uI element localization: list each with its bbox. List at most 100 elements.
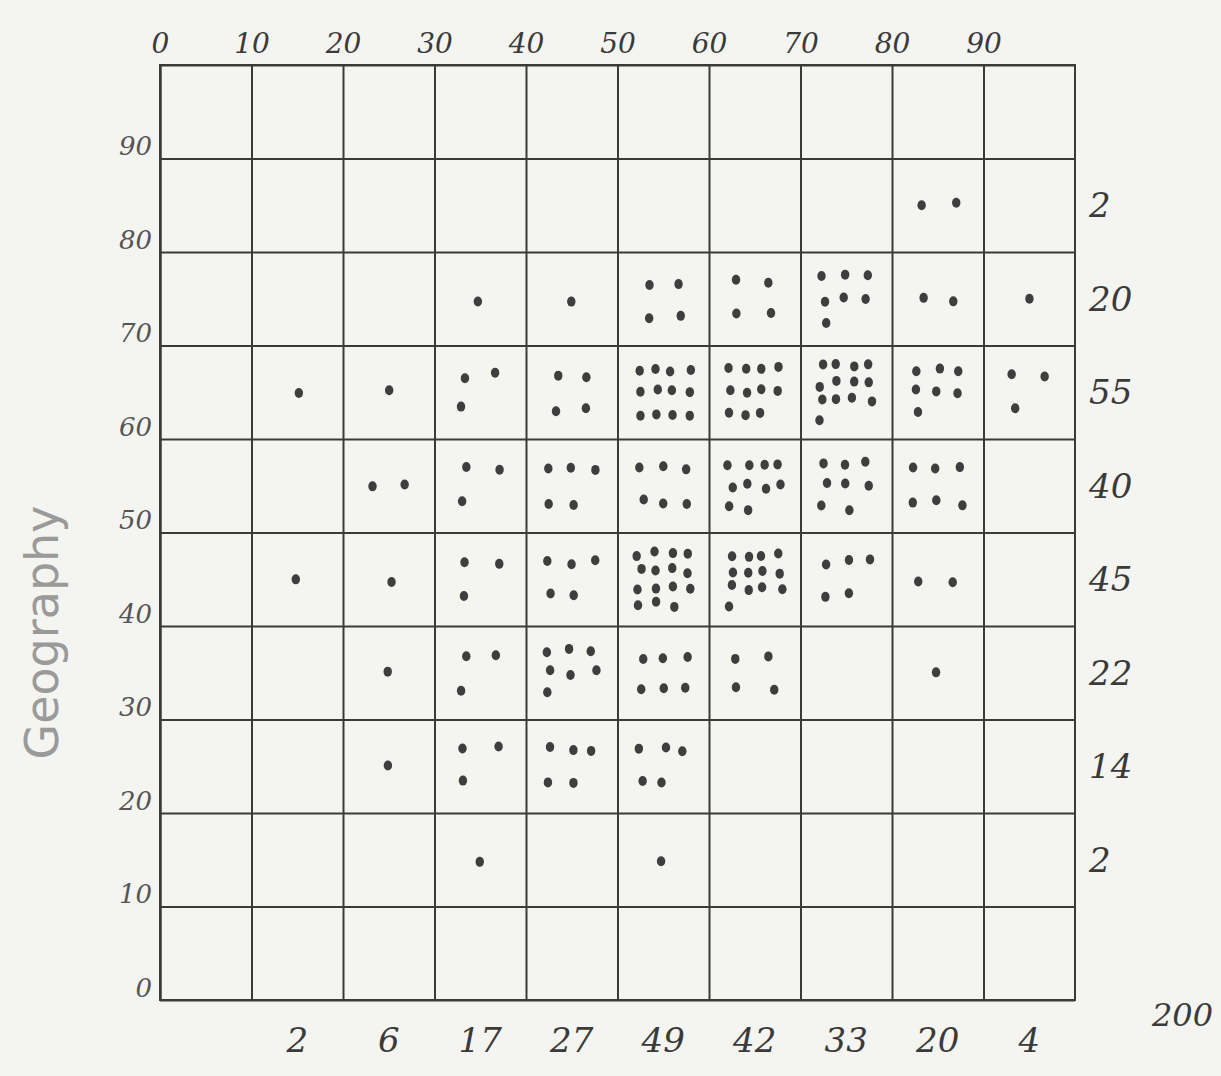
- dot: [822, 318, 830, 328]
- dot: [668, 563, 676, 573]
- dot: [567, 297, 575, 307]
- dot: [778, 584, 786, 594]
- dot: [637, 684, 645, 694]
- y-tick-label: 30: [119, 692, 152, 722]
- dot: [776, 479, 784, 489]
- dot: [832, 376, 840, 386]
- x-tick: 90: [966, 27, 1002, 1000]
- dot: [652, 409, 660, 419]
- dot: [461, 373, 469, 383]
- dot: [387, 577, 395, 587]
- dot: [640, 495, 648, 505]
- chart: 0102030405060708090010203040506070809021…: [0, 0, 1221, 1076]
- dot: [659, 499, 667, 509]
- dot: [474, 297, 482, 307]
- x-tick-label: 60: [692, 27, 728, 60]
- column-total: 2: [285, 1020, 308, 1060]
- x-tick: 20: [325, 27, 362, 1000]
- y-grid-line: [160, 813, 1075, 815]
- dot: [819, 359, 827, 369]
- dot: [495, 465, 503, 475]
- y-tick-label: 40: [118, 599, 152, 629]
- dot: [569, 500, 577, 510]
- y-tick-label: 20: [118, 786, 152, 816]
- dot: [726, 385, 734, 395]
- column-total: 6: [378, 1020, 400, 1060]
- dot: [861, 457, 869, 467]
- dot: [841, 270, 849, 280]
- dot: [775, 569, 783, 579]
- dot: [492, 650, 500, 660]
- dot: [1040, 372, 1048, 382]
- row-total: 22: [1088, 653, 1132, 693]
- x-tick-label: 0: [152, 27, 170, 60]
- dot: [659, 653, 667, 663]
- dot: [729, 567, 737, 577]
- dot: [458, 496, 466, 506]
- x-tick: 50: [600, 27, 636, 1000]
- dot: [546, 665, 554, 675]
- dot: [567, 463, 575, 473]
- dot: [683, 652, 691, 662]
- y-grid-line: [160, 345, 1075, 347]
- dot: [546, 742, 554, 752]
- dot: [864, 270, 872, 280]
- dot: [949, 296, 957, 306]
- x-tick-label: 20: [325, 27, 362, 60]
- dot: [958, 500, 966, 510]
- dot: [952, 198, 960, 208]
- dot: [732, 275, 740, 285]
- y-tick-label: 60: [119, 412, 152, 442]
- dot: [758, 566, 766, 576]
- y-tick: 10: [119, 879, 1075, 909]
- dot: [554, 371, 562, 381]
- dot: [384, 667, 392, 677]
- dot: [687, 365, 695, 375]
- dot: [591, 555, 599, 565]
- y-tick-label: 10: [119, 879, 152, 909]
- dot: [457, 686, 465, 696]
- row-total: 55: [1089, 372, 1132, 412]
- dot: [495, 559, 503, 569]
- column-total: 33: [825, 1020, 868, 1060]
- dot: [543, 647, 551, 657]
- dot: [668, 385, 676, 395]
- dot: [400, 479, 408, 489]
- dot: [637, 564, 645, 574]
- dot: [384, 761, 392, 771]
- y-grid-line: [160, 532, 1075, 534]
- dot: [662, 743, 670, 753]
- dot: [666, 366, 674, 376]
- row-total: 40: [1088, 466, 1132, 506]
- dot: [909, 498, 917, 508]
- dot: [818, 395, 826, 405]
- dot: [932, 667, 940, 677]
- y-axis: 0102030405060708090: [118, 66, 1075, 1003]
- dot: [757, 551, 765, 561]
- dot: [632, 551, 640, 561]
- dot: [912, 385, 920, 395]
- dot: [569, 778, 577, 788]
- dot: [745, 552, 753, 562]
- dot: [764, 278, 772, 288]
- dot: [743, 479, 751, 489]
- y-grid-line: [160, 626, 1075, 628]
- dot: [639, 654, 647, 664]
- dot: [668, 410, 676, 420]
- dot: [686, 411, 694, 421]
- dot: [832, 359, 840, 369]
- x-tick-label: 10: [234, 27, 270, 60]
- dot: [757, 364, 765, 374]
- dot: [729, 483, 737, 493]
- y-tick-label: 50: [119, 505, 152, 535]
- dot: [949, 577, 957, 587]
- column-total: 17: [459, 1020, 503, 1060]
- dot: [635, 463, 643, 473]
- dot: [683, 568, 691, 578]
- x-tick: 10: [234, 27, 270, 1000]
- dot: [909, 463, 917, 473]
- dot: [638, 776, 646, 786]
- x-tick-label: 80: [875, 27, 911, 60]
- dot: [770, 685, 778, 695]
- dot: [744, 568, 752, 578]
